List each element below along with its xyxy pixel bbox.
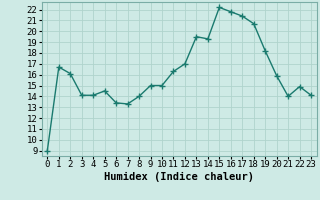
X-axis label: Humidex (Indice chaleur): Humidex (Indice chaleur) bbox=[104, 172, 254, 182]
